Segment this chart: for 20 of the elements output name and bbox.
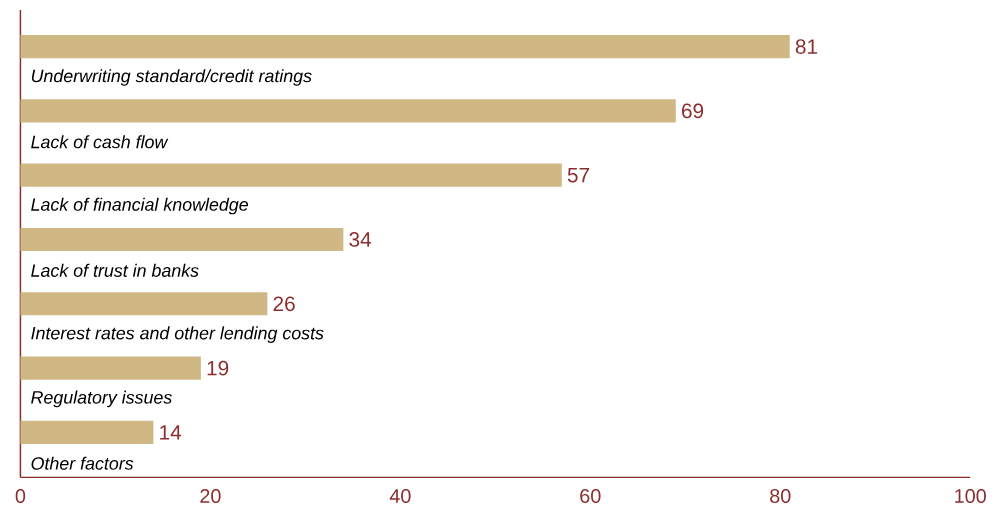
y-tick-label: Underwriting standard/credit ratings — [31, 69, 312, 86]
data-label: 57 — [567, 167, 590, 183]
y-tick-label: Lack of financial knowledge — [31, 197, 248, 215]
x-tick-label: 20 — [200, 488, 221, 503]
x-tick-label: 0 — [15, 488, 26, 503]
data-label: 26 — [273, 296, 295, 312]
data-label: 14 — [160, 425, 182, 440]
y-tick-label: Regulatory issues — [31, 390, 172, 408]
y-tick-label: Lack of trust in banks — [31, 263, 199, 277]
data-label: 19 — [207, 360, 229, 376]
y-tick-label: Interest rates and other lending costs — [31, 326, 324, 343]
x-tick-label: 60 — [580, 488, 601, 503]
y-tick-label: Other factors — [31, 456, 134, 470]
x-tick-label: 80 — [770, 488, 791, 503]
y-tick-label: Lack of cash flow — [31, 135, 169, 149]
data-label: 81 — [795, 39, 818, 54]
data-label: 69 — [682, 103, 704, 119]
x-tick-label: 100 — [955, 488, 986, 503]
data-label: 34 — [349, 232, 372, 247]
x-tick-label: 40 — [389, 488, 411, 503]
